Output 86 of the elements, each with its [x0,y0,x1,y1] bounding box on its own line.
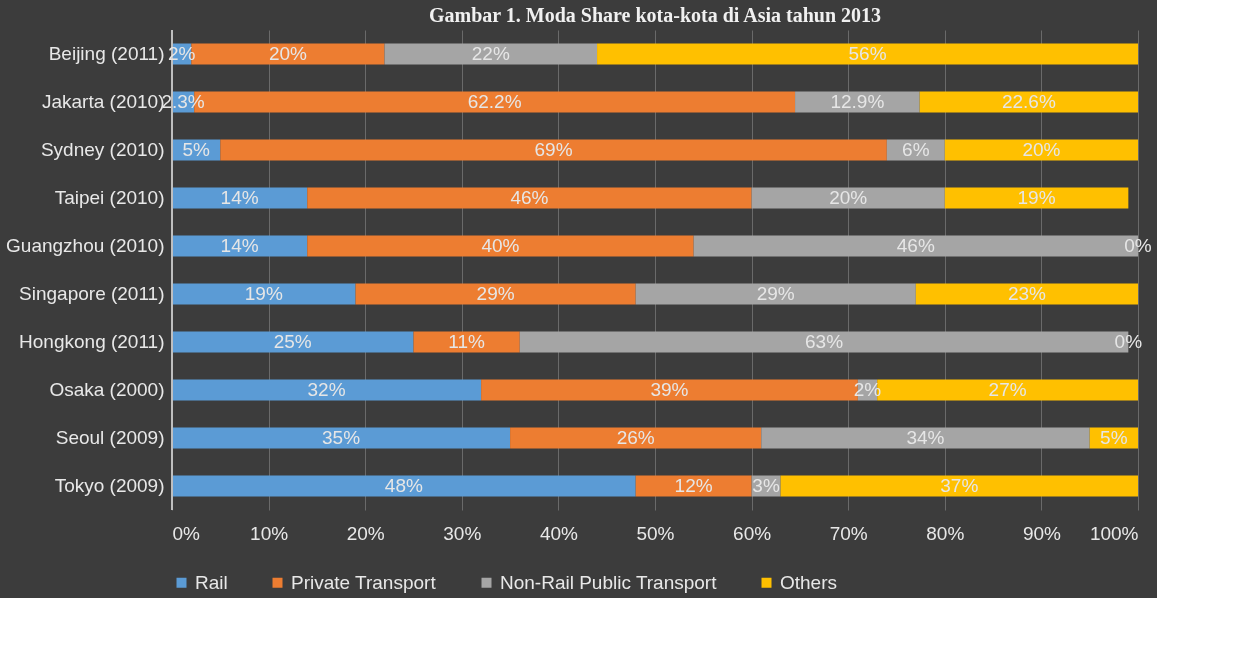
bar [635,283,916,305]
x-tick-label: 0% [172,522,201,544]
data-label: 12.9% [830,91,885,112]
data-label: 14% [220,235,259,256]
data-label: 25% [273,331,312,352]
data-label: 3% [752,475,780,496]
data-label: 27% [988,379,1027,400]
legend-label: Non-Rail Public Transport [500,571,718,593]
data-label: 6% [902,139,930,160]
data-label: 29% [476,283,515,304]
y-tick-label: Seoul (2009) [55,427,165,448]
data-label: 29% [756,283,795,304]
x-tick-label: 100% [1089,522,1139,544]
data-label: 23% [1007,283,1047,304]
bar [172,475,636,497]
x-tick-label: 20% [346,522,385,544]
data-label: 69% [534,139,573,160]
x-tick-label: 40% [539,522,579,544]
data-label: 14% [220,187,259,208]
data-label: 20% [268,43,308,64]
bar [635,475,752,497]
bar [172,235,308,257]
bar [172,187,308,209]
data-label: 48% [384,475,423,496]
data-label: 5% [1100,427,1128,448]
data-label: 46% [510,187,549,208]
data-label: 63% [805,331,844,352]
y-tick-label: Osaka (2000) [49,379,165,400]
data-label: 40% [481,235,520,256]
bar [510,427,762,449]
data-label: 32% [307,379,346,400]
data-label: 46% [896,235,935,256]
data-label: 19% [244,283,283,304]
legend-label: Rail [195,571,228,593]
data-label: 5% [182,139,210,160]
x-tick-label: 10% [250,522,289,544]
data-label: 22% [471,43,510,64]
data-label: 12% [674,475,713,496]
y-tick-label: Taipei (2010) [54,187,165,208]
data-label: 62.2% [467,91,522,112]
x-tick-label: 50% [636,522,675,544]
bar [172,283,356,305]
data-label: 20% [1022,139,1061,160]
data-label: 56% [848,43,887,64]
legend-label: Private Transport [291,571,437,593]
bar [413,331,520,353]
bar [220,139,887,161]
bar [919,91,1138,113]
bar [172,331,414,353]
y-tick-label: Beijing (2011) [48,43,165,64]
chart-title: Gambar 1. Moda Share kota-kota di Asia tahun 2013 [428,3,882,26]
bar [780,475,1138,497]
data-label: 35% [322,427,361,448]
bar [761,427,1090,449]
data-label: 26% [616,427,655,448]
bar [307,187,752,209]
bar [944,139,1138,161]
x-tick-label: 80% [926,522,965,544]
x-tick-label: 90% [1022,522,1062,544]
y-tick-label: Tokyo (2009) [54,475,165,496]
bar [384,43,598,65]
data-label: 19% [1017,187,1056,208]
y-tick-label: Singapore (2011) [19,283,165,304]
bar [355,283,636,305]
bar [307,235,694,257]
data-label: 11% [448,331,486,352]
bar [172,427,511,449]
x-tick-label: 70% [829,522,868,544]
bar [751,187,945,209]
y-tick-label: Guangzhou (2010) [6,235,165,256]
bar [597,43,1138,65]
data-label: 22.6% [1001,91,1056,112]
data-label: 39% [650,379,689,400]
bar [944,187,1129,209]
legend-label: Others [780,571,838,593]
x-tick-label: 30% [443,522,482,544]
bar [915,283,1138,305]
x-tick-label: 60% [733,522,772,544]
data-label: 20% [829,187,868,208]
data-label: 0% [1114,331,1143,352]
y-tick-label: Jakarta (2010) [41,91,165,112]
y-tick-label: Hongkong (2011) [19,331,165,352]
data-label: 34% [906,427,945,448]
y-tick-label: Sydney (2010) [40,139,165,160]
data-label: 37% [940,475,979,496]
bar [172,379,482,401]
